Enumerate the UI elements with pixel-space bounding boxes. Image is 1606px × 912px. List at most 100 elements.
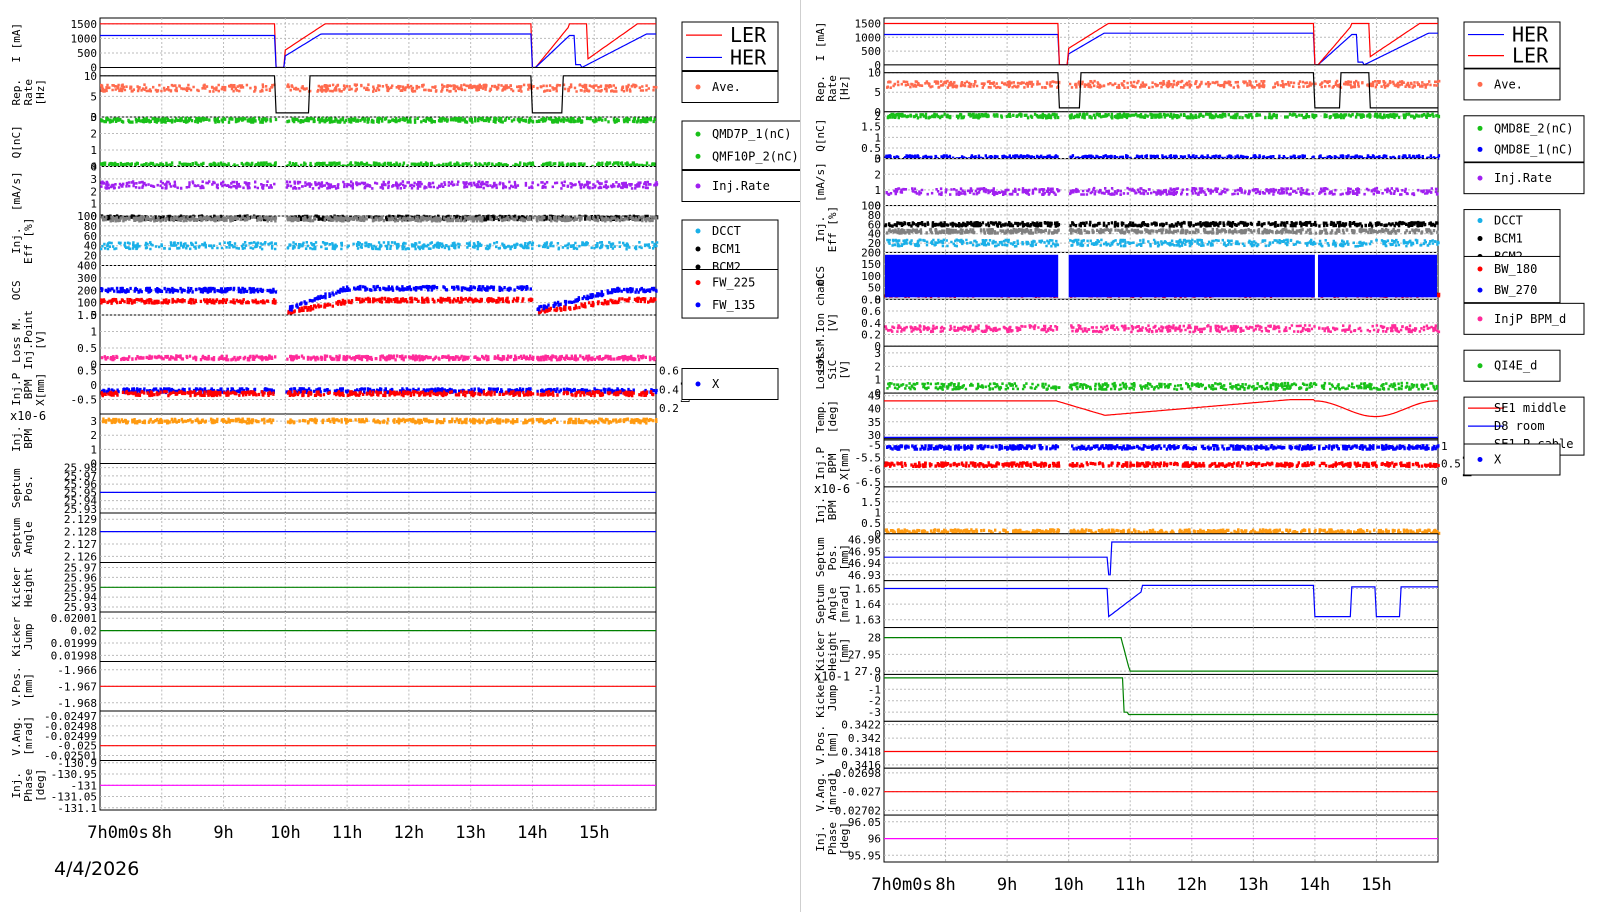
y-tick-label: 0: [874, 528, 881, 541]
series-line: [100, 33, 656, 69]
series-points: [101, 417, 658, 425]
legend-label: D8 room: [1494, 419, 1545, 433]
series-points: [101, 215, 658, 223]
legend-box: [1463, 21, 1561, 69]
y-axis-label: V.Pos.: [10, 666, 23, 706]
y-axis-label: Angle: [22, 521, 35, 554]
y-tick-label: 0: [90, 379, 97, 392]
legend-label: HER: [1512, 23, 1549, 47]
y-tick-label: 1: [874, 131, 881, 144]
y-axis-label: Kicker: [814, 631, 827, 671]
y-tick-label: -0.02702: [828, 804, 881, 817]
y-axis-label: I [mA]: [10, 23, 23, 63]
y-axis-label: [V]: [838, 360, 851, 380]
y-axis-label: [deg]: [826, 400, 839, 433]
legend-label: SE1 middle: [1494, 401, 1566, 415]
y-tick-label: 2.127: [64, 538, 97, 551]
series-points: [100, 83, 658, 93]
y-tick-label: 25.96: [64, 478, 97, 491]
y-axis-label: V.Ang.: [814, 772, 827, 812]
y-tick-label: 80: [84, 220, 97, 233]
series-inj-rate: [885, 186, 1439, 197]
left-panel-2: 3 2 1 0 Q[nC] QMD7P_1(nC) QMF10P_2(nC): [10, 111, 800, 174]
legend-swatch: [1477, 236, 1483, 242]
y-tick-label: 2: [90, 185, 97, 198]
y-tick-label: 0: [90, 458, 97, 471]
column-divider: [800, 0, 801, 912]
legend-box: [1463, 162, 1585, 195]
series-ler: [100, 23, 656, 69]
legend-box: [1463, 115, 1585, 163]
y-axis-label: BPM: [826, 500, 839, 520]
y-tick-label: 400: [77, 260, 97, 273]
gap: [1314, 253, 1318, 299]
y-tick-label: 200: [77, 284, 97, 297]
right-panel-17: 96.05 96 95.95 Inj. Phase [deg]: [814, 814, 1439, 863]
y-tick-label: 20: [84, 250, 97, 263]
legend-box: [1463, 302, 1585, 335]
y-tick-label: -0.5: [71, 393, 98, 406]
y-axis-label: Pos.: [826, 544, 839, 571]
y-tick-label: 1.5: [861, 121, 881, 134]
series-points: [884, 324, 1441, 334]
y-tick-label: 500: [77, 47, 97, 60]
y-axis-label: X[mm]: [34, 373, 47, 406]
series-inj-rate: [100, 180, 659, 190]
series-points: [885, 186, 1439, 197]
y-axis-label: [Hz]: [838, 75, 851, 102]
y-tick-label: 0: [874, 387, 881, 400]
y-axis-label: Rep.: [10, 79, 23, 106]
y-axis-label: Inj.: [814, 497, 827, 524]
left-panel-1: 10 5 0 Rep. Rate [Hz] Ave.: [10, 67, 779, 124]
right-panel-12: 1.65 1.64 1.63 Septum Angle [mrad]: [814, 580, 1439, 629]
series-fill: [885, 254, 1437, 298]
right-panel-3: 3 2 1 0 [mA/s] Inj.Rate: [814, 153, 1585, 213]
series-ave-: [100, 83, 658, 93]
legend: Inj.Rate: [681, 170, 800, 202]
y-axis-label: Eff [%]: [22, 218, 35, 264]
y-tick-label: -2: [868, 695, 881, 708]
y-tick-label: 1500: [71, 18, 98, 31]
y-tick-label: 2: [90, 429, 97, 442]
y-tick-label: -1.968: [57, 697, 97, 710]
series-points: [884, 220, 1439, 228]
y-tick-label: 1000: [71, 32, 98, 45]
panel-frame: [99, 67, 657, 118]
y-tick-label: 0: [90, 359, 97, 372]
y-tick-label: -0.025: [57, 740, 97, 753]
left-panel-14: -0.02501-0.025-0.02499-0.02498-0.02497 V.…: [10, 710, 657, 763]
y-tick-label: 60: [84, 230, 97, 243]
y-tick-label: 27.95: [848, 648, 881, 661]
y-tick-label: 30: [868, 429, 881, 442]
right-x-tick-label: 9h: [997, 875, 1017, 895]
legend: QMD7P_1(nC) QMF10P_2(nC): [681, 120, 800, 171]
legend-label: Ave.: [1494, 77, 1523, 91]
y-tick-label: 45: [868, 390, 881, 403]
y-axis-label: BPM: [826, 453, 839, 473]
y-axis-label: Inj.P: [10, 372, 23, 405]
legend-box: [681, 170, 800, 202]
y-tick-label: 2: [874, 168, 881, 181]
legend-label: QMD8E_2(nC): [1494, 121, 1573, 135]
y-axis-label: Rate: [22, 79, 35, 106]
legend-label: FW_225: [712, 276, 755, 290]
y-tick-label: 100: [77, 297, 97, 310]
y-axis-label: Height: [22, 567, 35, 607]
legend-swatch: [695, 280, 701, 286]
y-tick-label: 0: [874, 672, 881, 685]
y-tick-label: 200: [861, 246, 881, 259]
series-line: [884, 22, 1438, 66]
left-x-tick-label: 10h: [270, 823, 301, 843]
y-tick-label: 5: [90, 90, 97, 103]
y-axis-label: Inj.: [814, 216, 827, 243]
y-tick-label: 1: [90, 326, 97, 339]
y-tick-label: 500: [861, 45, 881, 58]
y-tick-label: 1.64: [855, 598, 882, 611]
y-tick-label: 25.95: [64, 486, 97, 499]
y-tick-label: 46.96: [848, 534, 881, 547]
